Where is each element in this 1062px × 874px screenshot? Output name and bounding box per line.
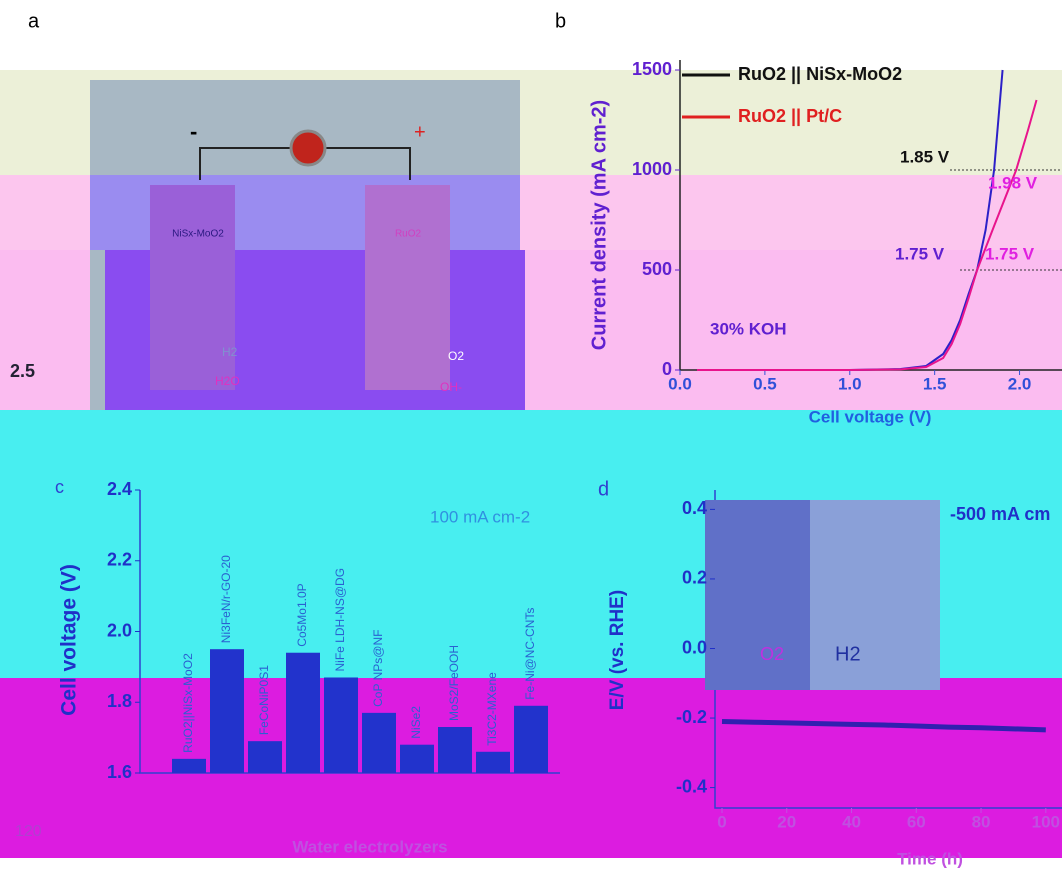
x-tick-label: NiFe LDH-NS@DG <box>333 568 347 672</box>
inset-label: H2 <box>835 643 861 665</box>
x-tick-label: MoS2/FeOOH <box>447 645 461 721</box>
y-tick-label: -0.4 <box>676 776 707 796</box>
bar <box>514 706 548 773</box>
bar <box>286 653 320 773</box>
page: {"panel_labels":["a","b","c","d"], "diag… <box>0 0 1062 874</box>
label: NiSx-MoO2 <box>172 229 224 240</box>
electrode <box>365 185 450 390</box>
x-tick-label: 1.5 <box>923 374 947 393</box>
x-tick-label: 80 <box>972 812 991 831</box>
electrode <box>150 185 235 390</box>
label: - <box>190 119 197 144</box>
y-tick-label: 500 <box>642 259 672 279</box>
panel-label: b <box>555 10 566 32</box>
bar <box>438 727 472 773</box>
bar <box>400 745 434 773</box>
x-tick-label: NiSe2 <box>409 706 423 739</box>
x-axis-label: Time (h) <box>897 849 963 868</box>
y-tick-label: 2.2 <box>107 550 132 570</box>
x-tick-label: 100 <box>1032 812 1060 831</box>
label: H2O <box>215 374 240 388</box>
x-tick-label: 2.0 <box>1008 374 1032 393</box>
x-tick-label: RuO2||NiSx-MoO2 <box>181 653 195 753</box>
label: OH- <box>440 380 462 394</box>
bar <box>210 649 244 773</box>
y-tick-label: 1.6 <box>107 762 132 782</box>
x-tick-label: 0 <box>717 812 726 831</box>
figure: - + NiSx-MoO2 RuO2 H2 H2O O2 OH- 2.5 120… <box>0 0 1062 874</box>
y-axis-label: E/V (vs. RHE) <box>607 590 628 710</box>
x-tick-label: Ti3C2-MXene <box>485 672 499 746</box>
annotation: 1.75 V <box>895 244 945 263</box>
y-tick-label: 0.0 <box>682 637 707 657</box>
x-tick-label: 0.5 <box>753 374 777 393</box>
annotation: 1.75 V <box>985 244 1035 263</box>
x-tick-label: 1.0 <box>838 374 862 393</box>
x-tick-label: 20 <box>777 812 796 831</box>
x-axis-label: Cell voltage (V) <box>809 407 932 426</box>
y-tick-label: 1000 <box>632 159 672 179</box>
label: O2 <box>448 349 464 363</box>
y-tick-label: 2.0 <box>107 620 132 640</box>
bar <box>476 752 510 773</box>
y-tick-label: 1.8 <box>107 691 132 711</box>
bar <box>362 713 396 773</box>
y-tick-label: 1500 <box>632 59 672 79</box>
label: + <box>414 121 426 143</box>
inset-photo <box>810 500 940 690</box>
y-tick-label: -0.2 <box>676 707 707 727</box>
annotation: 1.98 V <box>988 173 1038 192</box>
x-tick-label: 0.0 <box>668 374 692 393</box>
x-tick-label: 40 <box>842 812 861 831</box>
x-tick-label: Co5Mo1.0P <box>295 583 309 646</box>
bar <box>324 677 358 773</box>
x-tick-label: CoP NPs@NF <box>371 630 385 707</box>
y-tick-label: 2.4 <box>107 479 132 499</box>
y-tick-label: 0.4 <box>682 498 707 518</box>
panel-label: a <box>28 10 40 32</box>
legend-label: RuO2 || Pt/C <box>738 106 842 126</box>
y-axis-label: Current density (mA cm-2) <box>588 100 610 350</box>
x-axis-label: Water electrolyzers <box>292 837 447 856</box>
y-tick-label: 0.2 <box>682 568 707 588</box>
fragment: 2.5 <box>10 361 35 381</box>
x-tick-label: 60 <box>907 812 926 831</box>
bar <box>172 759 206 773</box>
x-tick-label: Fe-Ni@NC-CNTs <box>523 608 537 700</box>
panel-label: d <box>598 478 609 500</box>
x-tick-label: Ni3FeN/r-GO-20 <box>219 555 233 643</box>
legend-label: RuO2 || NiSx-MoO2 <box>738 64 902 84</box>
label: RuO2 <box>395 229 422 240</box>
title: -500 mA cm <box>950 504 1050 524</box>
fragment: 120 <box>15 823 42 840</box>
bar <box>248 741 282 773</box>
power <box>291 131 325 165</box>
label: H2 <box>222 345 238 359</box>
title: 100 mA cm-2 <box>430 507 530 526</box>
annotation: 1.85 V <box>900 147 950 166</box>
y-axis-label: Cell voltage (V) <box>58 564 81 716</box>
x-tick-label: FeCoNiP0S1 <box>257 665 271 735</box>
annotation: 30% KOH <box>710 319 787 338</box>
inset-label: O2 <box>760 644 784 664</box>
panel-label: c <box>55 477 64 497</box>
